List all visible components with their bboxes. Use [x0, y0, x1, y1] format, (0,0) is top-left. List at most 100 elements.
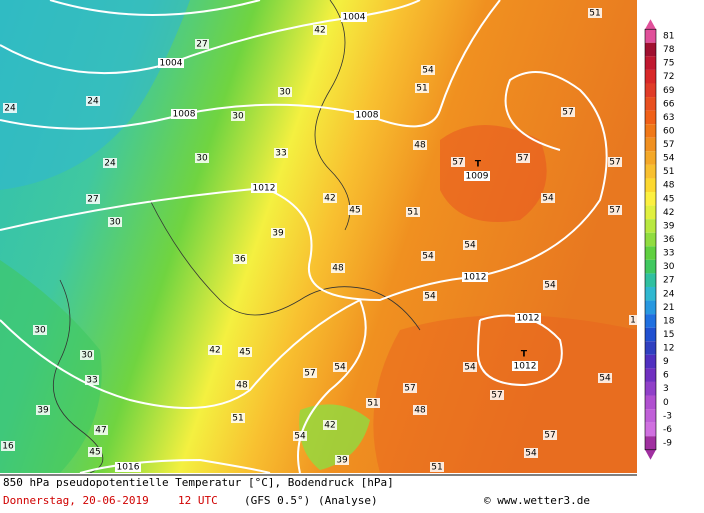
label-box [413, 405, 427, 415]
colorbar-swatch [645, 422, 656, 437]
label-box [430, 462, 444, 472]
label-box [512, 361, 538, 371]
temperature-label: 33 [86, 376, 97, 386]
pressure-label: 1016 [117, 463, 140, 473]
label-box [233, 254, 247, 264]
colorbar-label: 69 [663, 86, 675, 96]
colorbar-swatch [645, 192, 656, 206]
footer-model: (GFS 0.5°) [244, 494, 310, 507]
temperature-label: 36 [234, 255, 246, 265]
border [149, 199, 421, 331]
temperature-label: 57 [404, 384, 415, 394]
temperature-label: 30 [196, 154, 208, 164]
colorbar-label: 6 [663, 371, 669, 381]
temperature-label: 27 [87, 195, 98, 205]
colorbar-label: 33 [663, 249, 674, 259]
colorbar-arrow-bottom [645, 449, 656, 460]
temperature-label: 24 [104, 159, 116, 169]
label-box [421, 251, 435, 261]
label-box [490, 390, 504, 400]
temperature-label: 54 [334, 363, 346, 373]
colorbar-label: 45 [663, 194, 674, 204]
colorbar-label: 15 [663, 330, 674, 340]
colorbar-swatch [645, 368, 656, 382]
colorbar-swatch [645, 246, 656, 260]
colorbar-label: 57 [663, 140, 674, 150]
label-box [86, 96, 100, 106]
colorbar-swatch [645, 436, 656, 450]
label-box [541, 193, 555, 203]
temperature-label: 48 [414, 141, 426, 151]
footer-time: 12 UTC [178, 494, 218, 507]
label-box [543, 430, 557, 440]
colorbar-label: 51 [663, 167, 674, 177]
label-box [274, 148, 288, 158]
temperature-label: 57 [544, 431, 555, 441]
label-box [608, 157, 622, 167]
temperature-label: 48 [332, 264, 344, 274]
colorbar-label: 66 [663, 99, 675, 109]
temperature-label: 45 [239, 348, 250, 358]
label-box [103, 158, 117, 168]
label-box [235, 380, 249, 390]
colorbar-label: 18 [663, 316, 675, 326]
colorbar-swatch [645, 259, 656, 274]
colorbar-swatch [645, 219, 656, 233]
temperature-label: 54 [599, 374, 611, 384]
colorbar-swatch [645, 42, 656, 57]
colorbar-label: 24 [663, 289, 675, 299]
colorbar-swatch [645, 97, 656, 111]
label-box [421, 65, 435, 75]
temperature-label: 51 [232, 414, 243, 424]
temperature-label: 54 [525, 449, 537, 459]
label-box [516, 153, 530, 163]
pressure-label: 1004 [160, 59, 183, 69]
temperature-label: 51 [431, 463, 442, 473]
temperature-label: 39 [37, 406, 49, 416]
pressure-label: 1012 [517, 314, 540, 324]
temperature-label: 24 [4, 104, 16, 114]
label-box [406, 207, 420, 217]
colorbar-swatch [645, 205, 656, 220]
colorbar-label: 21 [663, 303, 674, 313]
label-box [464, 171, 490, 181]
colorbar-swatch [645, 273, 656, 287]
label-box [588, 8, 602, 18]
label-box [323, 193, 337, 203]
temperature-label: 54 [422, 66, 434, 76]
temperature-label: 30 [81, 351, 93, 361]
temperature-label: 51 [367, 399, 378, 409]
temperature-label: 54 [422, 252, 434, 262]
colorbar-swatch [645, 69, 656, 84]
temperature-label: 51 [589, 9, 600, 19]
label-box [271, 228, 285, 238]
colorbar-swatch [645, 395, 656, 410]
label-box [524, 448, 538, 458]
temperature-label: 57 [304, 369, 315, 379]
temperature-label: 47 [95, 426, 106, 436]
colorbar-label: 81 [663, 32, 674, 42]
colorbar-label: 63 [663, 113, 674, 123]
label-box [1, 441, 15, 451]
temperature-label: 54 [544, 281, 556, 291]
label-box [598, 373, 612, 383]
colorbar-label: 9 [663, 357, 669, 367]
label-box [341, 12, 367, 22]
colorbar-swatch [645, 354, 656, 369]
colorbar-swatch [645, 178, 656, 193]
colorbar-swatch [645, 381, 656, 396]
temperature-label: 57 [609, 158, 620, 168]
label-box [86, 194, 100, 204]
temperature-label: 54 [424, 292, 436, 302]
label-box [413, 140, 427, 150]
label-box [463, 240, 477, 250]
label-box [33, 325, 47, 335]
low-marker: T [521, 350, 528, 360]
colorbar-swatch [645, 409, 656, 423]
label-box [323, 420, 337, 430]
label-box [354, 110, 380, 120]
temperature-label: 54 [542, 194, 554, 204]
colorbar-swatch [645, 110, 656, 125]
pressure-label: 1008 [173, 110, 196, 120]
